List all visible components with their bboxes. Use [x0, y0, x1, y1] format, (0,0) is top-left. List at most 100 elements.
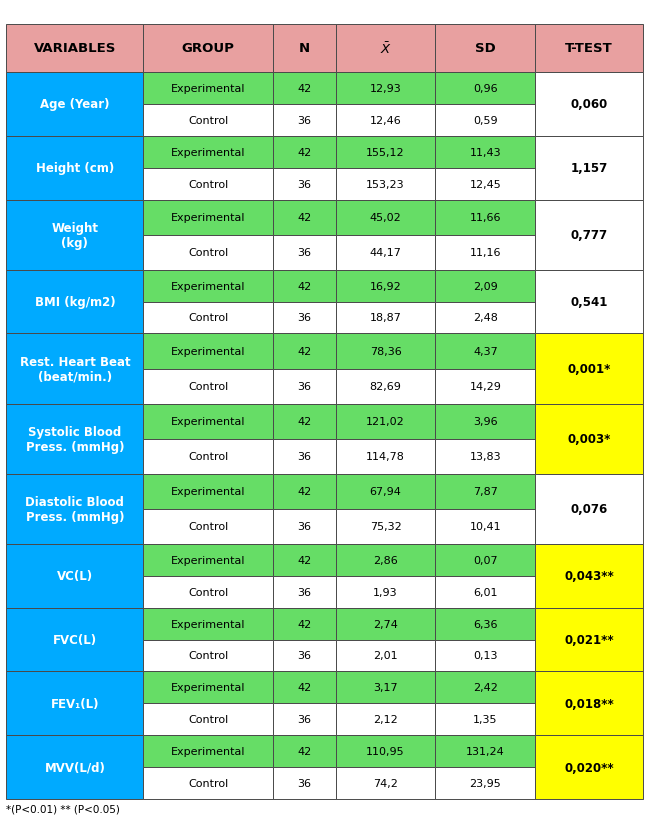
Bar	[435, 334, 535, 369]
Bar	[336, 168, 435, 200]
Text: 12,45: 12,45	[469, 180, 501, 190]
Text: 2,42: 2,42	[473, 682, 498, 692]
Bar	[6, 474, 143, 544]
Bar	[336, 509, 435, 544]
Text: 36: 36	[297, 382, 311, 392]
Bar	[535, 73, 643, 137]
Text: Experimental: Experimental	[171, 147, 245, 157]
Text: 131,24: 131,24	[466, 746, 505, 756]
Bar	[273, 104, 336, 137]
Bar	[336, 439, 435, 474]
Text: Control: Control	[188, 651, 228, 661]
Bar	[535, 270, 643, 334]
Bar	[435, 270, 535, 302]
Bar	[336, 25, 435, 73]
Bar	[273, 270, 336, 302]
Bar	[336, 200, 435, 235]
Bar	[535, 474, 643, 544]
Text: 42: 42	[297, 746, 312, 756]
Text: 42: 42	[297, 347, 312, 357]
Text: 12,46: 12,46	[370, 116, 401, 126]
Bar	[143, 768, 273, 799]
Text: MVV(L/d): MVV(L/d)	[45, 761, 105, 773]
Bar	[143, 200, 273, 235]
Text: 36: 36	[297, 587, 311, 597]
Bar	[336, 334, 435, 369]
Bar	[273, 404, 336, 439]
Text: 36: 36	[297, 522, 311, 532]
Text: *(P<0.01) ** (P<0.05): *(P<0.01) ** (P<0.05)	[6, 803, 120, 813]
Text: 12,93: 12,93	[370, 84, 401, 94]
Bar	[336, 672, 435, 704]
Bar	[435, 369, 535, 404]
Bar	[336, 73, 435, 104]
Text: VARIABLES: VARIABLES	[34, 42, 116, 55]
Text: 0,043**: 0,043**	[564, 570, 614, 583]
Bar	[273, 544, 336, 576]
Text: 0,018**: 0,018**	[564, 697, 614, 710]
Text: 0,59: 0,59	[473, 116, 498, 126]
Text: 7,87: 7,87	[473, 487, 498, 497]
Text: Age (Year): Age (Year)	[40, 99, 110, 111]
Text: 74,2: 74,2	[373, 778, 398, 788]
Bar	[435, 302, 535, 334]
Bar	[336, 404, 435, 439]
Bar	[535, 137, 643, 200]
Text: 0,777: 0,777	[570, 229, 607, 242]
Bar	[273, 509, 336, 544]
Text: 0,076: 0,076	[570, 503, 607, 516]
Bar	[273, 235, 336, 270]
Text: 0,07: 0,07	[473, 555, 498, 566]
Text: 0,060: 0,060	[570, 99, 607, 111]
Text: VC(L): VC(L)	[57, 570, 93, 583]
Text: 42: 42	[297, 682, 312, 692]
Bar	[336, 768, 435, 799]
Bar	[336, 104, 435, 137]
Bar	[435, 168, 535, 200]
Text: 42: 42	[297, 84, 312, 94]
Text: 36: 36	[297, 715, 311, 724]
Text: 44,17: 44,17	[369, 248, 402, 258]
Bar	[336, 270, 435, 302]
Text: 2,48: 2,48	[473, 313, 498, 323]
Bar	[273, 137, 336, 168]
Bar	[6, 25, 143, 73]
Text: 0,003*: 0,003*	[567, 433, 611, 445]
Bar	[143, 369, 273, 404]
Bar	[435, 576, 535, 608]
Bar	[273, 768, 336, 799]
Text: 42: 42	[297, 619, 312, 628]
Text: 42: 42	[297, 487, 312, 497]
Bar	[6, 270, 143, 334]
Bar	[143, 544, 273, 576]
Bar	[435, 608, 535, 640]
Bar	[143, 73, 273, 104]
Text: 6,01: 6,01	[473, 587, 498, 597]
Bar	[143, 334, 273, 369]
Bar	[336, 302, 435, 334]
Text: Control: Control	[188, 116, 228, 126]
Text: 0,020**: 0,020**	[564, 761, 614, 773]
Text: Control: Control	[188, 248, 228, 258]
Text: Control: Control	[188, 180, 228, 190]
Bar	[336, 544, 435, 576]
Bar	[6, 608, 143, 672]
Bar	[336, 735, 435, 768]
Text: 42: 42	[297, 147, 312, 157]
Bar	[535, 404, 643, 474]
Text: Control: Control	[188, 313, 228, 323]
Text: 42: 42	[297, 282, 312, 291]
Text: 36: 36	[297, 651, 311, 661]
Text: 2,09: 2,09	[473, 282, 498, 291]
Bar	[143, 235, 273, 270]
Text: Experimental: Experimental	[171, 746, 245, 756]
Text: 36: 36	[297, 116, 311, 126]
Bar	[143, 25, 273, 73]
Bar	[143, 439, 273, 474]
Text: 3,96: 3,96	[473, 416, 498, 426]
Bar	[143, 104, 273, 137]
Bar	[273, 704, 336, 735]
Text: 0,001*: 0,001*	[567, 363, 611, 376]
Bar	[273, 25, 336, 73]
Bar	[336, 235, 435, 270]
